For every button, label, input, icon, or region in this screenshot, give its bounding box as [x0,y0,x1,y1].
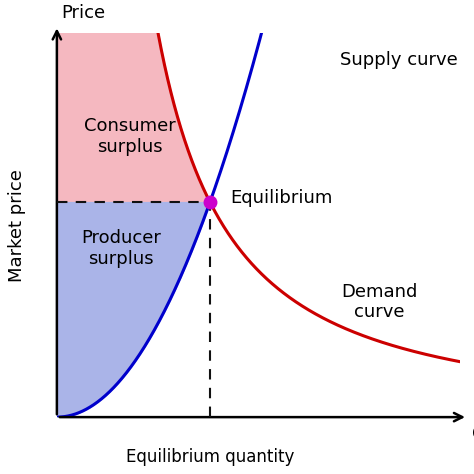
Text: Quantity: Quantity [472,425,474,443]
Text: Price: Price [61,4,105,22]
Text: Supply curve: Supply curve [340,51,458,69]
Text: Demand
curve: Demand curve [341,283,418,321]
Text: Equilibrium quantity: Equilibrium quantity [126,448,294,466]
Text: Equilibrium: Equilibrium [230,189,332,207]
Text: Market price: Market price [8,169,26,282]
Text: Consumer
surplus: Consumer surplus [83,118,175,156]
Text: Producer
surplus: Producer surplus [82,229,161,268]
